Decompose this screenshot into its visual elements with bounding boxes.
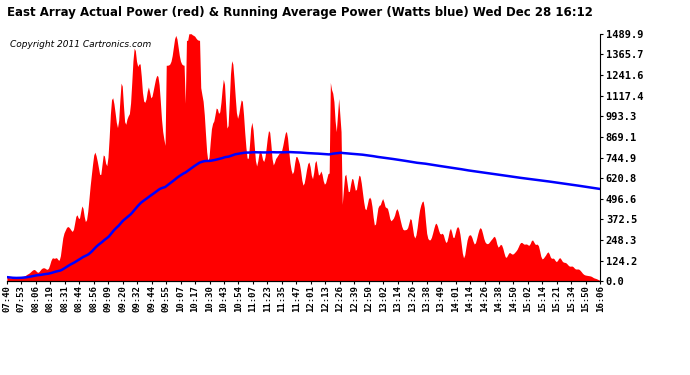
- Text: East Array Actual Power (red) & Running Average Power (Watts blue) Wed Dec 28 16: East Array Actual Power (red) & Running …: [7, 6, 593, 19]
- Text: Copyright 2011 Cartronics.com: Copyright 2011 Cartronics.com: [10, 40, 151, 49]
